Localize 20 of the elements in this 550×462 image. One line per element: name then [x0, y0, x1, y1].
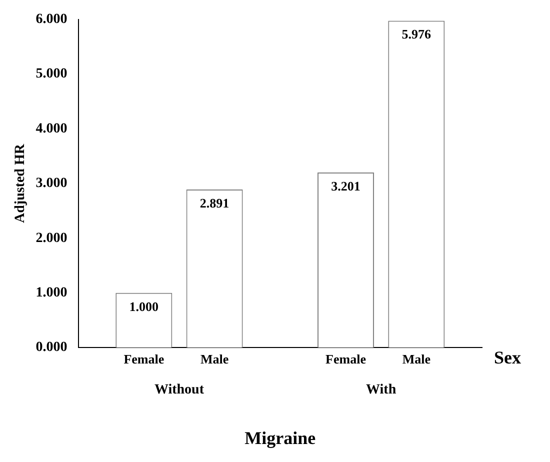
x-axis-title: Migraine [244, 428, 316, 448]
text: Male [402, 351, 430, 366]
data-label: 5.976 [402, 26, 432, 42]
legend-title: Sex [494, 347, 521, 368]
y-tick-label: 4.000 [36, 121, 68, 136]
data-label: 3.201 [331, 178, 360, 194]
data-label: 2.891 [200, 195, 230, 210]
y-tick-label: 2.000 [36, 230, 68, 246]
y-tick-label: 3.000 [36, 176, 68, 192]
y-tick-label: 5.000 [36, 66, 68, 82]
x-tick-label: Without [154, 382, 204, 398]
series-label: Female [124, 351, 164, 366]
x-tick-label: With [366, 382, 396, 398]
series-label: Male [200, 351, 229, 366]
y-tick-label: 6.000 [36, 12, 68, 28]
y-axis-title: Adjusted HR [13, 143, 28, 223]
y-tick-label: 0.000 [36, 340, 68, 356]
text: Female [326, 351, 366, 366]
data-label: 1.000 [129, 298, 159, 314]
y-tick-label: 1.000 [36, 286, 68, 301]
